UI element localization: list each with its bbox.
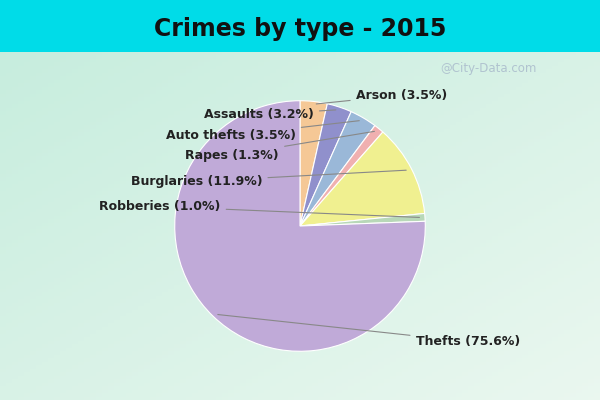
Wedge shape [300, 112, 375, 226]
Wedge shape [175, 101, 425, 351]
Text: Crimes by type - 2015: Crimes by type - 2015 [154, 17, 446, 41]
Text: Robberies (1.0%): Robberies (1.0%) [99, 200, 419, 218]
Text: @City-Data.com: @City-Data.com [440, 62, 536, 76]
Wedge shape [300, 126, 383, 226]
Wedge shape [300, 214, 425, 226]
Wedge shape [300, 132, 425, 226]
Text: Burglaries (11.9%): Burglaries (11.9%) [131, 170, 406, 188]
Text: Auto thefts (3.5%): Auto thefts (3.5%) [166, 121, 359, 142]
Text: Arson (3.5%): Arson (3.5%) [316, 89, 447, 104]
Wedge shape [300, 101, 328, 226]
Wedge shape [300, 104, 351, 226]
Text: Thefts (75.6%): Thefts (75.6%) [218, 314, 520, 348]
Text: Assaults (3.2%): Assaults (3.2%) [204, 108, 336, 121]
Text: Rapes (1.3%): Rapes (1.3%) [185, 131, 374, 162]
